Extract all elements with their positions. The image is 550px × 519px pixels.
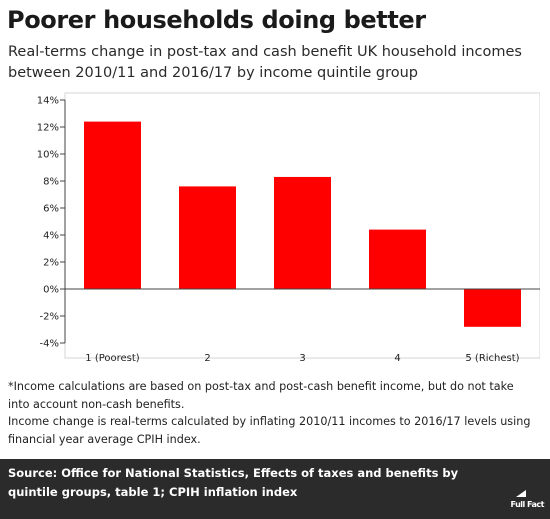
chart-title: Poorer households doing better bbox=[7, 6, 426, 34]
x-tick-label: 5 (Richest) bbox=[465, 353, 519, 364]
y-tick-label: 6% bbox=[43, 204, 59, 215]
y-tick-label: 14% bbox=[37, 96, 59, 107]
bar bbox=[84, 121, 141, 289]
bar bbox=[464, 289, 521, 327]
footer: Source: Office for National Statistics, … bbox=[0, 459, 550, 519]
y-tick-label: 12% bbox=[37, 123, 59, 134]
x-tick-label: 2 bbox=[204, 353, 210, 364]
y-tick-label: -4% bbox=[40, 339, 59, 350]
x-tick-label: 3 bbox=[299, 353, 305, 364]
bars bbox=[84, 121, 521, 327]
source-text: Source: Office for National Statistics, … bbox=[8, 466, 459, 499]
logo-text: Full Fact bbox=[510, 500, 545, 509]
y-tick-label: 0% bbox=[43, 285, 59, 296]
y-tick-label: -2% bbox=[40, 312, 59, 323]
bar bbox=[274, 176, 331, 289]
x-tick-label: 1 (Poorest) bbox=[85, 353, 140, 364]
x-axis: 1 (Poorest) 2 3 4 5 (Richest) bbox=[65, 288, 540, 364]
y-tick-label: 4% bbox=[43, 231, 59, 242]
chart-subtitle: Real-terms change in post-tax and cash b… bbox=[8, 44, 522, 81]
x-tick-label: 4 bbox=[394, 353, 400, 364]
footnote-2: Income change is real-terms calculated b… bbox=[8, 415, 531, 446]
footnotes: *Income calculations are based on post-t… bbox=[8, 378, 538, 448]
y-tick-label: 10% bbox=[37, 150, 59, 161]
full-fact-logo-icon: Full Fact bbox=[496, 487, 544, 509]
y-axis: -4% -2% 0% 2% 4% 6% 8% 10% 12% 14% bbox=[37, 96, 66, 350]
bar bbox=[369, 229, 426, 289]
chart-canvas: -4% -2% 0% 2% 4% 6% 8% 10% 12% 14% 1 (Poorest) 2 3 4… bbox=[37, 92, 540, 364]
footnote-1: *Income calculations are based on post-t… bbox=[8, 380, 514, 411]
bar-chart: -4% -2% 0% 2% 4% 6% 8% 10% 12% 14% 1 (Poorest) 2 3 4… bbox=[8, 88, 540, 368]
bar bbox=[179, 186, 236, 289]
y-tick-label: 2% bbox=[43, 258, 59, 269]
logo-mark bbox=[516, 490, 526, 497]
y-tick-label: 8% bbox=[43, 177, 59, 188]
